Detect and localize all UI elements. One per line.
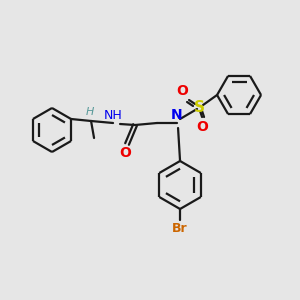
Text: Br: Br (172, 221, 188, 235)
Text: S: S (194, 100, 205, 115)
Text: O: O (196, 120, 208, 134)
Text: H: H (86, 107, 94, 117)
Text: NH: NH (104, 109, 122, 122)
Text: O: O (119, 146, 131, 160)
Text: O: O (176, 84, 188, 98)
Text: N: N (171, 108, 183, 122)
